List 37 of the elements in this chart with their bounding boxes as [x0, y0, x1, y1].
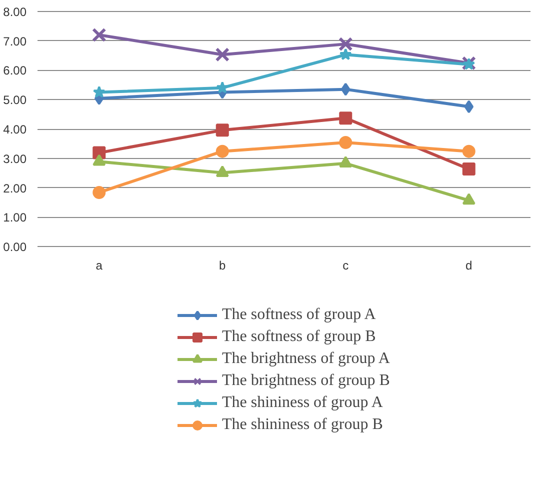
y-tick-label: 3.00 — [3, 152, 27, 166]
point — [339, 156, 352, 168]
y-tick-label: 8.00 — [3, 4, 27, 19]
y-tick-label: 1.00 — [3, 210, 27, 225]
legend-label: The shininess of group B — [222, 415, 383, 435]
point — [462, 193, 476, 205]
x-tick-label: b — [219, 258, 226, 272]
y-tick-label: 0.00 — [3, 240, 27, 254]
point — [215, 47, 230, 62]
point — [92, 86, 106, 98]
point — [216, 124, 229, 137]
x-tick-label: a — [96, 258, 103, 272]
point — [462, 144, 476, 158]
legend-label: The shininess of group A — [222, 393, 383, 413]
legend-label: The brightness of group B — [222, 371, 390, 391]
y-tick-label: 4.00 — [3, 122, 27, 136]
point — [339, 48, 352, 60]
legend-label: The softness of group B — [222, 327, 376, 347]
point — [464, 100, 474, 114]
point — [339, 112, 352, 125]
point — [92, 28, 106, 42]
point — [216, 144, 229, 158]
point — [216, 165, 229, 177]
y-tick-label: 6.00 — [3, 64, 27, 78]
legend-label: The brightness of group A — [222, 349, 390, 369]
point — [338, 36, 353, 52]
point — [340, 82, 350, 96]
point — [92, 154, 106, 166]
x-tick-label: c — [342, 258, 349, 272]
point — [339, 136, 352, 150]
x-tick-label: d — [466, 258, 472, 272]
point — [92, 186, 106, 199]
legend-label: The softness of group A — [222, 305, 376, 325]
y-tick-label: 2.00 — [3, 181, 27, 196]
y-tick-label: 5.00 — [3, 93, 27, 108]
point — [462, 162, 476, 176]
y-tick-label: 7.00 — [3, 34, 27, 48]
